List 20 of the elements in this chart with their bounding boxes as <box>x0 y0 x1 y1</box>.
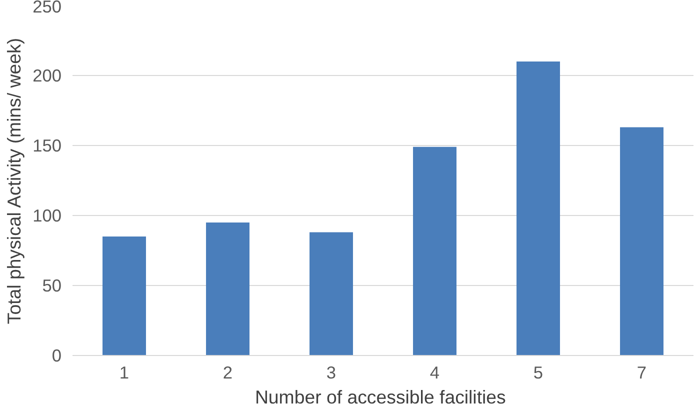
x-tick-label: 3 <box>326 362 336 382</box>
y-tick-label: 250 <box>32 0 62 16</box>
x-tick-label: 4 <box>430 362 440 382</box>
x-tick-label: 7 <box>636 362 647 382</box>
x-tick-label: 1 <box>119 362 130 382</box>
y-tick-label: 50 <box>42 276 62 296</box>
y-tick-label: 200 <box>32 66 62 86</box>
y-tick-label: 100 <box>32 206 62 226</box>
bar <box>413 146 456 356</box>
y-axis-title: Total physical Activity (mins/ week) <box>4 38 25 324</box>
bar <box>206 222 250 356</box>
bar <box>620 127 664 356</box>
bar <box>102 236 146 356</box>
x-tick-label: 2 <box>222 362 233 382</box>
bar <box>310 232 353 356</box>
bar <box>516 62 560 356</box>
y-tick-label: 0 <box>52 346 62 366</box>
y-tick-label: 150 <box>32 136 62 156</box>
x-tick-label: 5 <box>533 362 544 382</box>
x-axis-title: Number of accessible facilities <box>254 386 506 408</box>
